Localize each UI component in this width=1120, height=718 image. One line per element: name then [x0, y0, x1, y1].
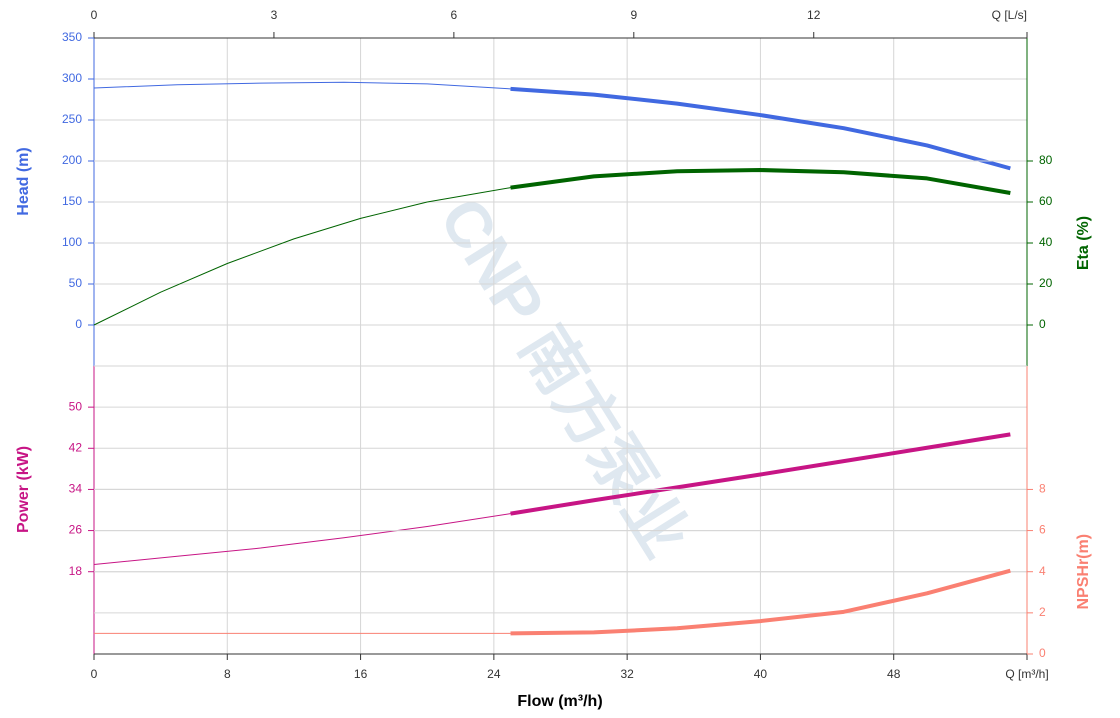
y-tick-label: 26 [69, 523, 83, 537]
curve [510, 168, 1011, 195]
x2-tick-label: 9 [630, 8, 637, 22]
y-tick-label: 0 [1039, 317, 1046, 331]
curve [93, 187, 511, 326]
y-tick-label: 40 [1039, 235, 1053, 249]
x2-tick-label: Q [L/s] [992, 8, 1027, 22]
y-tick-label: 100 [62, 235, 82, 249]
x-tick-label: 0 [91, 667, 98, 681]
y-tick-label: 4 [1039, 564, 1046, 578]
y-tick-label: 42 [69, 440, 83, 454]
curve [93, 81, 511, 90]
x-tick-label: 24 [487, 667, 501, 681]
curve [93, 513, 511, 566]
y-tick-label: 50 [69, 276, 83, 290]
y-tick-label: 0 [75, 317, 82, 331]
x2-tick-label: 6 [451, 8, 458, 22]
curve [510, 86, 1011, 171]
y-tick-label: 150 [62, 194, 82, 208]
y-tick-label: 50 [69, 399, 83, 413]
x2-tick-label: 12 [807, 8, 821, 22]
y-tick-label: 300 [62, 71, 82, 85]
y-tick-label: 80 [1039, 153, 1053, 167]
x-tick-label: Q [m³/h] [1005, 667, 1048, 681]
curve [510, 432, 1011, 516]
y-tick-label: 6 [1039, 523, 1046, 537]
y-axis-title: Head (m) [15, 147, 32, 215]
x2-tick-label: 3 [271, 8, 278, 22]
y-tick-label: 2 [1039, 605, 1046, 619]
y-tick-label: 34 [69, 482, 83, 496]
x-tick-label: 40 [754, 667, 768, 681]
y-tick-label: 8 [1039, 482, 1046, 496]
y-tick-label: 60 [1039, 194, 1053, 208]
curve [510, 568, 1011, 636]
y-tick-label: 0 [1039, 646, 1046, 660]
y-tick-label: 250 [62, 112, 82, 126]
x-tick-label: 8 [224, 667, 231, 681]
y-axis-title: Eta (%) [1075, 216, 1092, 270]
y-tick-label: 350 [62, 30, 82, 44]
y-tick-label: 200 [62, 153, 82, 167]
y-tick-label: 20 [1039, 276, 1053, 290]
y-axis-title: Power (kW) [15, 446, 32, 533]
x-axis-title: Flow (m³/h) [517, 693, 602, 710]
x-tick-label: 48 [887, 667, 901, 681]
x-tick-label: 16 [354, 667, 368, 681]
x2-tick-label: 0 [91, 8, 98, 22]
y-tick-label: 18 [69, 564, 83, 578]
y-axis-title: NPSHr(m) [1075, 534, 1092, 610]
x-tick-label: 32 [620, 667, 634, 681]
